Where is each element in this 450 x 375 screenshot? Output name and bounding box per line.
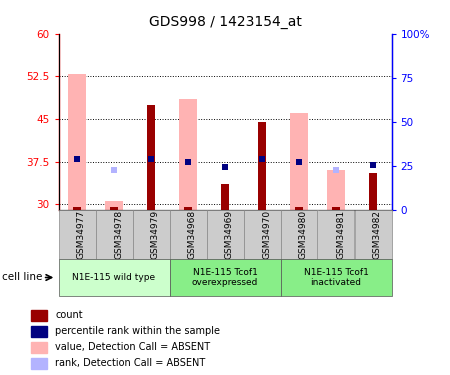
Bar [179,99,197,210]
Bar [31,326,47,337]
Text: N1E-115 wild type: N1E-115 wild type [72,273,156,282]
Bar [355,210,392,259]
Text: GSM34968: GSM34968 [188,210,197,259]
Bar [369,173,377,210]
Bar [170,210,207,259]
Text: GDS998 / 1423154_at: GDS998 / 1423154_at [148,15,302,29]
Text: GSM34969: GSM34969 [225,210,234,259]
Bar [68,74,86,210]
Text: GSM34970: GSM34970 [262,210,271,259]
Bar [258,122,266,210]
Bar [332,207,340,210]
Text: N1E-115 Tcof1
inactivated: N1E-115 Tcof1 inactivated [304,268,369,287]
Text: GSM34982: GSM34982 [373,210,382,259]
Bar [110,207,118,210]
Text: cell line: cell line [2,273,43,282]
Text: N1E-115 Tcof1
overexpressed: N1E-115 Tcof1 overexpressed [192,268,258,287]
Bar [280,210,318,259]
Text: GSM34980: GSM34980 [299,210,308,259]
Bar [31,310,47,321]
Bar [207,210,243,259]
Text: rank, Detection Call = ABSENT: rank, Detection Call = ABSENT [55,358,206,368]
Bar [243,210,280,259]
Bar [105,201,123,210]
Bar [295,207,303,210]
Bar [31,342,47,353]
Bar [170,259,280,296]
Text: GSM34978: GSM34978 [114,210,123,259]
Text: value, Detection Call = ABSENT: value, Detection Call = ABSENT [55,342,211,352]
Text: percentile rank within the sample: percentile rank within the sample [55,326,220,336]
Bar [58,259,170,296]
Bar [95,210,132,259]
Text: count: count [55,310,83,321]
Bar [132,210,170,259]
Bar [73,207,81,210]
Bar [327,170,345,210]
Bar [290,113,308,210]
Bar [318,210,355,259]
Bar [221,184,229,210]
Bar [184,207,192,210]
Bar [280,259,392,296]
Bar [31,357,47,369]
Bar [58,210,95,259]
Text: GSM34977: GSM34977 [77,210,86,259]
Bar [147,105,155,210]
Text: GSM34979: GSM34979 [151,210,160,259]
Text: GSM34981: GSM34981 [336,210,345,259]
